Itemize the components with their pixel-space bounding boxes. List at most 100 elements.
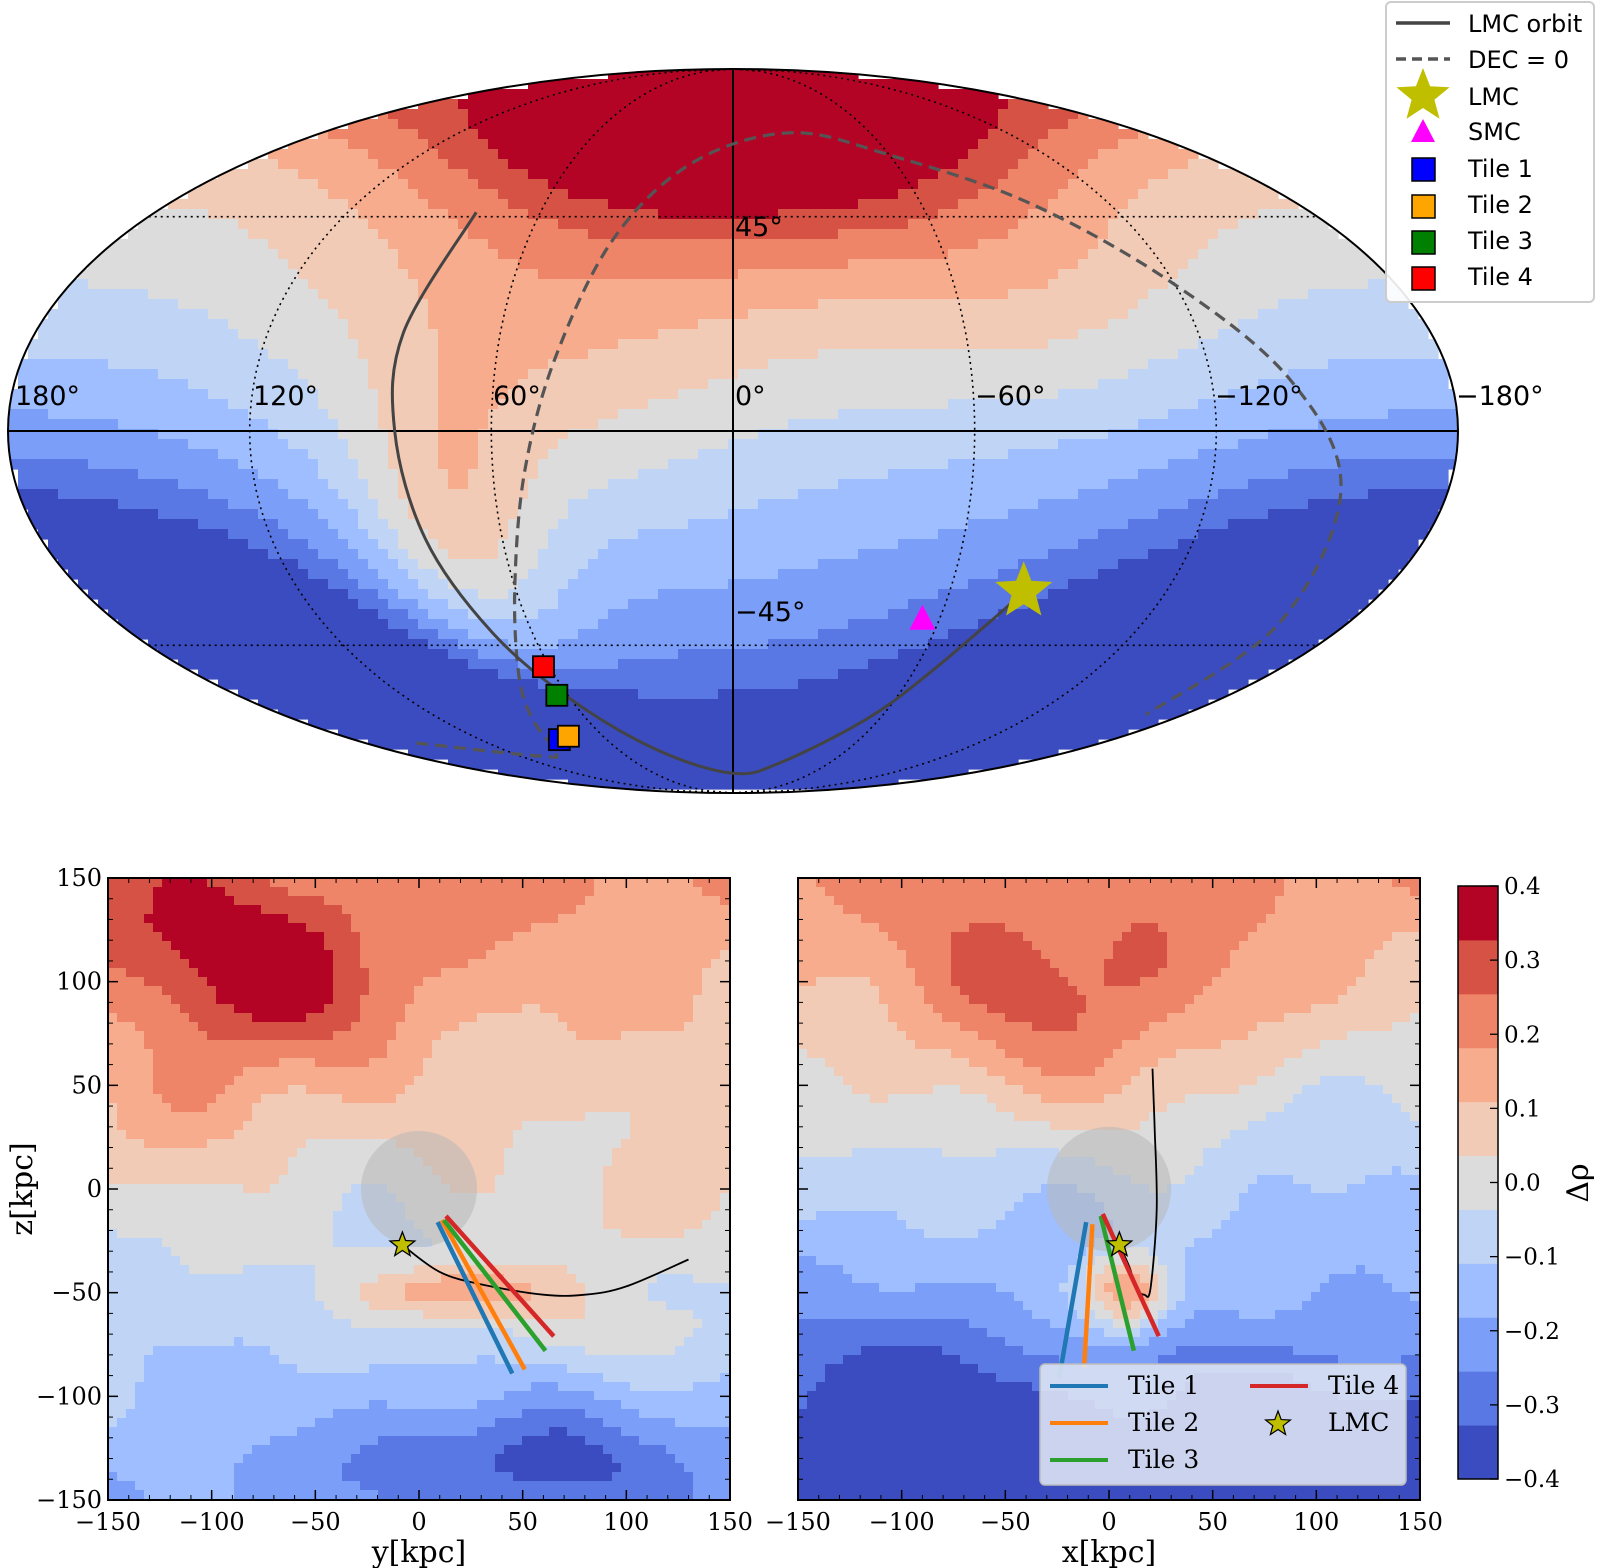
sky-cell xyxy=(918,469,929,480)
sky-cell xyxy=(78,359,89,370)
sky-cell xyxy=(1168,219,1179,230)
sky-cell xyxy=(368,169,379,180)
sky-cell xyxy=(318,179,329,190)
sky-cell xyxy=(708,139,719,150)
sky-cell xyxy=(258,339,269,350)
sky-cell xyxy=(1038,339,1049,350)
sky-cell xyxy=(538,289,549,300)
sky-cell xyxy=(1158,469,1169,480)
sky-cell xyxy=(128,359,139,370)
sky-cell xyxy=(1178,339,1189,350)
sky-cell xyxy=(568,479,579,490)
sky-cell xyxy=(688,279,699,290)
sky-cell xyxy=(408,389,419,400)
sky-cell xyxy=(238,369,249,380)
sky-cell xyxy=(788,279,799,290)
sky-cell xyxy=(648,89,659,100)
sky-cell xyxy=(168,359,179,370)
sky-cell xyxy=(708,299,719,310)
sky-cell xyxy=(688,329,699,340)
sky-cell xyxy=(788,309,799,320)
sky-cell xyxy=(1428,459,1439,470)
sky-cell xyxy=(1078,179,1089,190)
sky-cell xyxy=(508,419,519,430)
sky-cell xyxy=(1208,449,1219,460)
sky-cell xyxy=(1048,159,1059,170)
sky-cell xyxy=(468,99,479,110)
sky-cell xyxy=(408,189,419,200)
sky-cell xyxy=(668,369,679,380)
sky-cell xyxy=(348,189,359,200)
sky-cell xyxy=(1348,249,1359,260)
sky-cell xyxy=(1178,419,1189,430)
sky-cell xyxy=(318,429,329,440)
sky-cell xyxy=(328,359,339,370)
sky-cell xyxy=(528,389,539,400)
sky-cell xyxy=(858,119,869,130)
sky-cell xyxy=(1208,339,1219,350)
sky-cell xyxy=(468,319,479,330)
sky-cell xyxy=(418,479,429,490)
sky-cell xyxy=(718,239,729,250)
sky-cell xyxy=(1318,369,1329,380)
sky-cell xyxy=(358,229,369,240)
sky-cell xyxy=(158,219,169,230)
sky-cell xyxy=(538,279,549,290)
sky-cell xyxy=(938,319,949,330)
sky-cell xyxy=(388,319,399,330)
sky-cell xyxy=(478,319,489,330)
sky-cell xyxy=(898,319,909,330)
sky-cell xyxy=(678,129,689,140)
sky-cell xyxy=(1338,319,1349,330)
sky-cell xyxy=(428,119,439,130)
sky-cell xyxy=(398,309,409,320)
sky-cell xyxy=(348,219,359,230)
sky-cell xyxy=(1188,469,1199,480)
sky-cell xyxy=(858,169,869,180)
sky-cell xyxy=(548,139,559,150)
sky-cell xyxy=(1288,479,1299,490)
sky-cell xyxy=(738,379,749,390)
sky-cell xyxy=(548,99,559,110)
sky-cell xyxy=(428,129,439,140)
sky-cell xyxy=(1288,459,1299,470)
sky-cell xyxy=(478,429,489,440)
sky-cell xyxy=(718,289,729,300)
sky-cell xyxy=(968,249,979,260)
sky-cell xyxy=(468,129,479,140)
sky-cell xyxy=(528,369,539,380)
sky-cell xyxy=(88,449,99,460)
sky-cell xyxy=(448,299,459,310)
sky-cell xyxy=(68,329,79,340)
sky-cell xyxy=(678,419,689,430)
sky-cell xyxy=(1168,239,1179,250)
sky-cell xyxy=(498,179,509,190)
sky-cell xyxy=(1378,429,1389,440)
sky-cell xyxy=(748,259,759,270)
sky-cell xyxy=(858,239,869,250)
sky-cell xyxy=(48,389,59,400)
sky-cell xyxy=(458,419,469,430)
sky-cell xyxy=(948,379,959,390)
sky-cell xyxy=(1378,369,1389,380)
sky-cell xyxy=(758,139,769,150)
sky-cell xyxy=(548,269,559,280)
sky-cell xyxy=(478,119,489,130)
sky-cell xyxy=(1168,389,1179,400)
sky-cell xyxy=(1098,319,1109,330)
sky-cell xyxy=(938,419,949,430)
sky-cell xyxy=(828,109,839,120)
sky-cell xyxy=(958,159,969,170)
sky-cell xyxy=(288,319,299,330)
sky-cell xyxy=(1268,399,1279,410)
sky-cell xyxy=(1168,269,1179,280)
sky-cell xyxy=(348,389,359,400)
sky-cell xyxy=(1348,379,1359,390)
sky-cell xyxy=(568,199,579,210)
sky-cell xyxy=(638,459,649,470)
sky-cell xyxy=(978,479,989,490)
sky-cell xyxy=(1328,379,1339,390)
sky-cell xyxy=(758,289,769,300)
sky-cell xyxy=(18,409,29,420)
sky-cell xyxy=(188,489,199,500)
